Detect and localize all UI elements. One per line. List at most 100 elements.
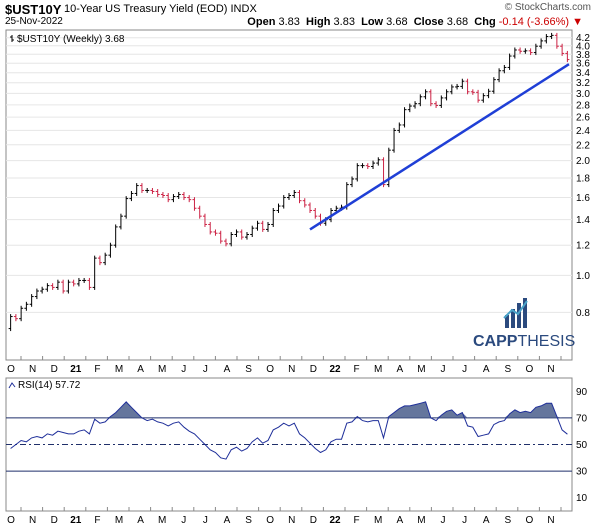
price-bar [281, 195, 286, 209]
capp-thesis-logo: CAPPTHESIS [473, 298, 575, 350]
x-tick-label: M [374, 364, 382, 375]
price-bar [187, 195, 192, 203]
chart-date: 25-Nov-2022 [5, 16, 63, 27]
price-bar [13, 314, 18, 322]
price-tick-label: 2.4 [576, 126, 590, 137]
x-tick-label: M [417, 364, 425, 375]
price-bar [103, 252, 108, 266]
x-tick-label: F [354, 364, 360, 375]
price-bar [208, 221, 213, 235]
price-bar [108, 242, 113, 258]
price-bar [76, 277, 81, 287]
ohlc-readout: Open 3.83 High 3.83 Low 3.68 Close 3.68 … [247, 17, 583, 28]
price-tick-label: 1.0 [576, 271, 590, 282]
x-tick-label: J [203, 515, 208, 526]
price-tick-label: 3.0 [576, 89, 590, 100]
price-bar [40, 286, 45, 294]
price-bar [171, 194, 176, 203]
low-value: 3.68 [386, 16, 408, 28]
rsi-line [10, 401, 568, 460]
price-legend: $UST10Y (Weekly) 3.68 [10, 34, 125, 45]
price-bar [434, 101, 439, 108]
x-tick-label: O [266, 364, 274, 375]
price-bar [244, 232, 249, 240]
price-bar [34, 288, 39, 300]
price-bar [486, 88, 491, 99]
price-bar [539, 38, 544, 49]
price-bar [265, 221, 270, 232]
price-bar [55, 279, 60, 290]
price-tick-label: 2.2 [576, 140, 590, 151]
price-bar [234, 229, 239, 238]
x-tick-label: J [462, 364, 467, 375]
x-tick-label: 21 [70, 364, 82, 375]
price-bar [155, 188, 160, 197]
price-bar [218, 230, 223, 244]
price-bar [287, 193, 291, 201]
price-bar [371, 160, 376, 169]
price-bar [213, 229, 218, 236]
price-bar [360, 163, 365, 169]
price-tick-label: 3.8 [576, 50, 590, 61]
price-tick-label: 1.4 [576, 215, 590, 226]
price-bar [124, 196, 129, 219]
price-bar [439, 95, 444, 108]
chart-symbol: $UST10Y [5, 2, 62, 17]
x-tick-label: S [245, 364, 252, 375]
description-text: 10-Year US Treasury Yield (EOD) [64, 3, 228, 15]
price-bar [518, 47, 523, 54]
x-tick-label: 21 [70, 515, 82, 526]
rsi-tick-label: 30 [576, 467, 588, 478]
rsi-legend: RSI(14) 57.72 [8, 380, 81, 391]
price-bar [523, 48, 528, 54]
price-bar [29, 294, 34, 307]
price-bar [45, 283, 50, 292]
price-bar [24, 301, 29, 311]
price-bar [118, 213, 123, 230]
chg-value: -0.14 (-3.66%) [498, 16, 570, 28]
rsi-tick-label: 70 [576, 413, 588, 424]
price-bar [113, 224, 118, 248]
price-bar [250, 225, 255, 238]
x-tick-label: J [441, 364, 446, 375]
x-tick-label: 22 [329, 364, 341, 375]
logo-text-bold: CAPP [473, 333, 518, 350]
x-tick-label: A [224, 364, 231, 375]
x-tick-label: F [354, 515, 360, 526]
price-bar [145, 187, 150, 193]
low-label: Low [361, 16, 384, 28]
price-bar [502, 64, 507, 74]
price-tick-label: 2.8 [576, 100, 590, 111]
price-bar [365, 163, 370, 169]
x-tick-label: J [181, 364, 186, 375]
x-tick-label: 22 [329, 515, 341, 526]
logo-text-rest: THESIS [517, 333, 575, 350]
price-bar [192, 197, 197, 211]
price-bar [176, 192, 181, 200]
price-tick-label: 2.0 [576, 156, 590, 167]
rsi-tick-label: 10 [576, 493, 588, 504]
x-tick-label: N [547, 515, 554, 526]
x-tick-label: J [203, 364, 208, 375]
price-tick-label: 1.6 [576, 193, 590, 204]
price-bar [292, 189, 297, 198]
x-tick-label: N [288, 515, 295, 526]
price-tick-label: 3.2 [576, 78, 590, 89]
price-tick-label: 2.6 [576, 113, 590, 124]
x-tick-label: A [483, 515, 490, 526]
price-bar [413, 101, 418, 109]
x-tick-label: O [526, 515, 534, 526]
price-bar [460, 78, 465, 89]
rsi-tick-label: 90 [576, 387, 588, 398]
price-bar [308, 202, 313, 213]
bar-chart-icon [503, 298, 528, 328]
x-tick-label: A [137, 364, 144, 375]
price-gridlines [6, 37, 572, 313]
price-bar [418, 94, 423, 107]
rsi-tick-label: 50 [576, 440, 588, 451]
exchange-text: INDX [230, 3, 257, 15]
x-tick-label: F [94, 364, 100, 375]
x-tick-label: J [462, 515, 467, 526]
price-bar [71, 279, 76, 287]
